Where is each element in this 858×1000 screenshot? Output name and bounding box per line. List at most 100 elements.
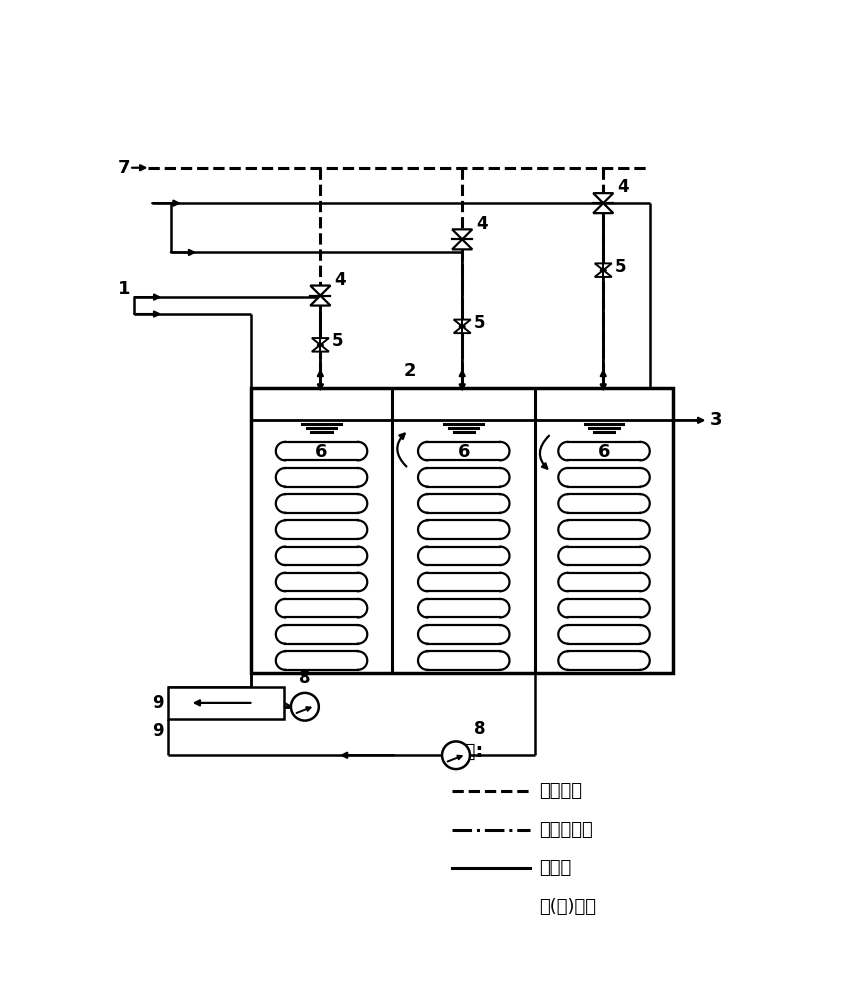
Wedge shape bbox=[418, 442, 427, 460]
Bar bbox=[251, 388, 673, 673]
Wedge shape bbox=[275, 468, 285, 487]
Polygon shape bbox=[454, 320, 471, 326]
Polygon shape bbox=[311, 296, 330, 306]
Bar bbox=[568, 651, 640, 670]
Text: 6: 6 bbox=[598, 443, 610, 461]
Wedge shape bbox=[418, 599, 427, 617]
Wedge shape bbox=[275, 494, 285, 513]
Text: 水(气)流向: 水(气)流向 bbox=[539, 898, 596, 916]
Bar bbox=[427, 547, 500, 565]
Wedge shape bbox=[500, 520, 510, 539]
Text: 臭氧管线: 臭氧管线 bbox=[539, 782, 582, 800]
Polygon shape bbox=[595, 270, 612, 277]
Wedge shape bbox=[358, 547, 367, 565]
Bar bbox=[285, 651, 358, 670]
Wedge shape bbox=[358, 442, 367, 460]
Text: 5: 5 bbox=[474, 314, 486, 332]
Wedge shape bbox=[500, 651, 510, 670]
Wedge shape bbox=[640, 625, 650, 644]
Wedge shape bbox=[559, 520, 568, 539]
Bar bbox=[427, 468, 500, 487]
Wedge shape bbox=[500, 599, 510, 617]
Wedge shape bbox=[640, 494, 650, 513]
Wedge shape bbox=[640, 573, 650, 591]
Wedge shape bbox=[500, 442, 510, 460]
Wedge shape bbox=[418, 547, 427, 565]
Wedge shape bbox=[275, 573, 285, 591]
Bar bbox=[568, 442, 640, 460]
Text: 5: 5 bbox=[615, 258, 626, 276]
Wedge shape bbox=[418, 520, 427, 539]
Bar bbox=[568, 573, 640, 591]
Wedge shape bbox=[418, 468, 427, 487]
Text: 6: 6 bbox=[315, 443, 328, 461]
Wedge shape bbox=[500, 625, 510, 644]
Bar bbox=[427, 494, 500, 513]
Wedge shape bbox=[275, 625, 285, 644]
Wedge shape bbox=[500, 547, 510, 565]
Wedge shape bbox=[358, 494, 367, 513]
Polygon shape bbox=[452, 239, 472, 249]
Bar bbox=[285, 599, 358, 617]
Polygon shape bbox=[595, 263, 612, 270]
Bar bbox=[427, 599, 500, 617]
Text: 图例:: 图例: bbox=[452, 742, 483, 761]
Text: 2: 2 bbox=[403, 362, 416, 380]
Wedge shape bbox=[559, 573, 568, 591]
Text: 7: 7 bbox=[118, 159, 130, 177]
Circle shape bbox=[291, 693, 319, 721]
Text: 8: 8 bbox=[474, 720, 486, 738]
Wedge shape bbox=[418, 573, 427, 591]
Bar bbox=[285, 468, 358, 487]
Bar bbox=[427, 651, 500, 670]
Wedge shape bbox=[640, 442, 650, 460]
Text: 5: 5 bbox=[332, 332, 343, 350]
Wedge shape bbox=[275, 442, 285, 460]
Bar bbox=[285, 520, 358, 539]
Wedge shape bbox=[418, 651, 427, 670]
Wedge shape bbox=[640, 547, 650, 565]
Wedge shape bbox=[500, 494, 510, 513]
Polygon shape bbox=[454, 326, 471, 333]
Wedge shape bbox=[559, 547, 568, 565]
Bar bbox=[568, 468, 640, 487]
Text: 水管线: 水管线 bbox=[539, 859, 571, 877]
Bar bbox=[427, 442, 500, 460]
Wedge shape bbox=[559, 468, 568, 487]
Wedge shape bbox=[358, 468, 367, 487]
Wedge shape bbox=[559, 599, 568, 617]
Wedge shape bbox=[358, 625, 367, 644]
Wedge shape bbox=[640, 520, 650, 539]
Bar bbox=[285, 573, 358, 591]
Polygon shape bbox=[593, 203, 613, 213]
Polygon shape bbox=[452, 229, 472, 239]
Wedge shape bbox=[275, 520, 285, 539]
Circle shape bbox=[442, 741, 470, 769]
Wedge shape bbox=[559, 442, 568, 460]
Text: 9: 9 bbox=[152, 722, 163, 740]
Wedge shape bbox=[358, 573, 367, 591]
Bar bbox=[285, 547, 358, 565]
Text: 4: 4 bbox=[617, 178, 629, 196]
Bar bbox=[568, 599, 640, 617]
Bar bbox=[568, 547, 640, 565]
Text: 4: 4 bbox=[335, 271, 346, 289]
Bar bbox=[285, 625, 358, 644]
Wedge shape bbox=[640, 468, 650, 487]
Wedge shape bbox=[275, 651, 285, 670]
Text: 9: 9 bbox=[152, 694, 163, 712]
Bar bbox=[285, 494, 358, 513]
Wedge shape bbox=[275, 599, 285, 617]
Wedge shape bbox=[500, 468, 510, 487]
Wedge shape bbox=[418, 494, 427, 513]
Text: 8: 8 bbox=[299, 669, 311, 687]
Bar bbox=[427, 625, 500, 644]
Wedge shape bbox=[358, 599, 367, 617]
Bar bbox=[568, 625, 640, 644]
Wedge shape bbox=[559, 494, 568, 513]
Text: 4: 4 bbox=[476, 215, 488, 233]
Text: 6: 6 bbox=[457, 443, 470, 461]
Wedge shape bbox=[358, 520, 367, 539]
Wedge shape bbox=[640, 651, 650, 670]
Wedge shape bbox=[640, 599, 650, 617]
